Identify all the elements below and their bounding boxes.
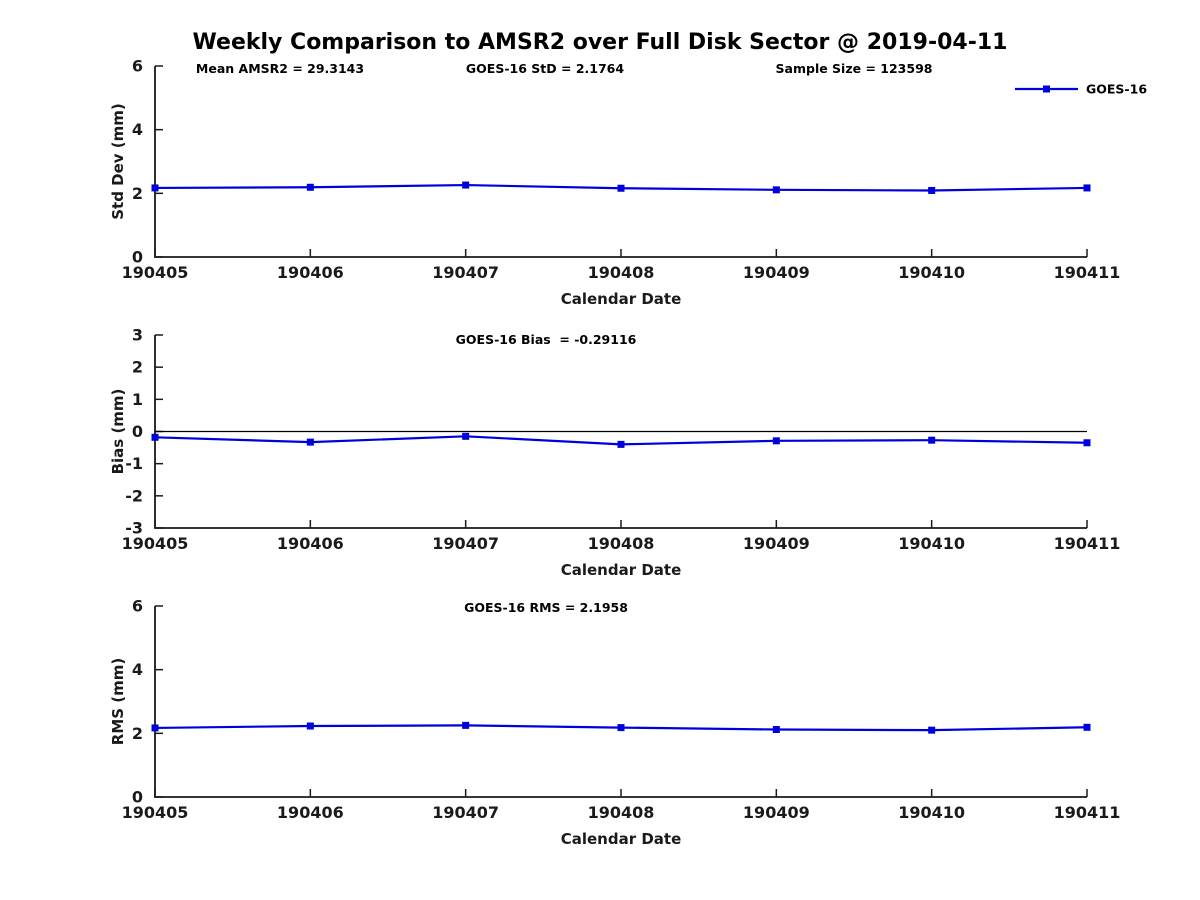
rms-chart: 0 2 4 6 190405 190406 190407 190408 190409 190410… bbox=[109, 597, 1120, 849]
x-tick-label: 190407 bbox=[432, 803, 499, 822]
x-tick-label: 190408 bbox=[588, 263, 655, 282]
x-tick-label: 190411 bbox=[1054, 534, 1121, 553]
x-tick-label: 190406 bbox=[277, 534, 344, 553]
y-tick-label: -3 bbox=[125, 519, 143, 538]
annotation-sample-size: Sample Size = 123598 bbox=[776, 61, 933, 76]
axis-spines bbox=[154, 66, 1087, 258]
y-tick-label: 4 bbox=[132, 660, 143, 679]
x-tick-label: 190410 bbox=[898, 803, 965, 822]
legend-label: GOES-16 bbox=[1086, 82, 1147, 97]
annotation-goes16-bias: GOES-16 Bias = -0.29116 bbox=[456, 332, 637, 347]
stddev-y-axis-label: Std Dev (mm) bbox=[109, 103, 127, 220]
data-point-marker bbox=[462, 721, 470, 729]
x-tick-label: 190409 bbox=[743, 534, 810, 553]
data-point-marker bbox=[151, 724, 159, 732]
x-tick-label: 190406 bbox=[277, 263, 344, 282]
y-tick-label: 6 bbox=[132, 597, 143, 616]
data-point-marker bbox=[772, 186, 780, 194]
data-point-marker bbox=[151, 184, 159, 192]
y-tick-label: 2 bbox=[132, 358, 143, 377]
data-point-marker bbox=[617, 440, 625, 448]
x-tick-label: 190405 bbox=[122, 534, 189, 553]
annotation-goes16-std: GOES-16 StD = 2.1764 bbox=[466, 61, 624, 76]
y-tick-label: 4 bbox=[132, 120, 143, 139]
data-point-marker bbox=[617, 724, 625, 732]
data-point-marker bbox=[928, 726, 936, 734]
data-point-marker bbox=[462, 181, 470, 189]
data-point-marker bbox=[928, 186, 936, 194]
data-point-marker bbox=[1083, 184, 1091, 192]
legend-square-marker-icon bbox=[1043, 85, 1050, 93]
x-tick-label: 190411 bbox=[1054, 803, 1121, 822]
data-point-marker bbox=[617, 184, 625, 192]
bias-y-axis-label: Bias (mm) bbox=[109, 389, 127, 475]
rms-y-axis-label: RMS (mm) bbox=[109, 658, 127, 745]
data-point-marker bbox=[772, 726, 780, 734]
bias-chart: -3 -2 -1 0 1 2 3 190405 190406 190407 190408 190409… bbox=[109, 326, 1120, 580]
y-tick-label: -1 bbox=[125, 454, 143, 473]
stddev-x-axis-label: Calendar Date bbox=[561, 290, 682, 308]
stddev-chart: 0 2 4 6 190405 190406 190407 190408 190409 190410… bbox=[109, 57, 1147, 309]
x-tick-label: 190408 bbox=[588, 803, 655, 822]
figure-title: Weekly Comparison to AMSR2 over Full Dis… bbox=[192, 30, 1008, 55]
legend: GOES-16 bbox=[1015, 82, 1147, 97]
y-tick-label: 2 bbox=[132, 724, 143, 743]
y-tick-label: 3 bbox=[132, 326, 143, 345]
x-tick-label: 190405 bbox=[122, 263, 189, 282]
y-tick-label: 6 bbox=[132, 57, 143, 76]
y-tick-label: 0 bbox=[132, 788, 143, 807]
data-point-marker bbox=[928, 436, 936, 444]
x-tick-label: 190407 bbox=[432, 263, 499, 282]
data-point-marker bbox=[151, 433, 159, 441]
annotation-mean-amsr2: Mean AMSR2 = 29.3143 bbox=[196, 61, 364, 76]
x-tick-label: 190410 bbox=[898, 263, 965, 282]
data-point-marker bbox=[462, 432, 470, 440]
x-tick-label: 190408 bbox=[588, 534, 655, 553]
x-tick-label: 190411 bbox=[1054, 263, 1121, 282]
x-tick-label: 190407 bbox=[432, 534, 499, 553]
x-tick-label: 190406 bbox=[277, 803, 344, 822]
data-point-marker bbox=[1083, 723, 1091, 731]
x-tick-label: 190405 bbox=[122, 803, 189, 822]
data-point-marker bbox=[306, 722, 314, 730]
y-tick-label: 0 bbox=[132, 248, 143, 267]
y-tick-label: 2 bbox=[132, 184, 143, 203]
y-tick-label: 1 bbox=[132, 390, 143, 409]
data-point-marker bbox=[1083, 439, 1091, 447]
bias-plot-area: -3 -2 -1 0 1 2 3 190405 190406 190407 190408 190409… bbox=[122, 326, 1121, 554]
bias-x-axis-label: Calendar Date bbox=[561, 561, 682, 579]
x-tick-label: 190409 bbox=[743, 263, 810, 282]
annotation-goes16-rms: GOES-16 RMS = 2.1958 bbox=[464, 600, 628, 615]
x-tick-label: 190409 bbox=[743, 803, 810, 822]
y-tick-label: 0 bbox=[132, 422, 143, 441]
data-point-marker bbox=[306, 183, 314, 191]
data-point-marker bbox=[306, 438, 314, 446]
rms-x-axis-label: Calendar Date bbox=[561, 830, 682, 848]
x-tick-label: 190410 bbox=[898, 534, 965, 553]
y-tick-label: -2 bbox=[125, 486, 143, 505]
data-point-marker bbox=[772, 437, 780, 445]
stddev-plot-area: 0 2 4 6 190405 190406 190407 190408 190409 190410… bbox=[122, 57, 1121, 283]
rms-plot-area: 0 2 4 6 190405 190406 190407 190408 190409 190410… bbox=[122, 597, 1121, 823]
axis-spines bbox=[154, 606, 1087, 798]
